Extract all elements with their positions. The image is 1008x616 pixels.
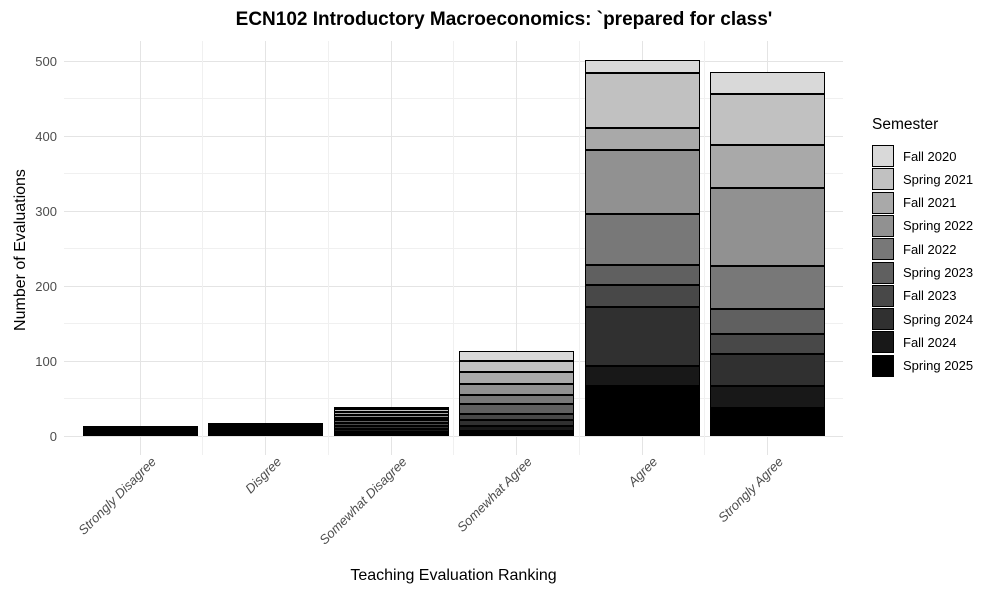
legend-label: Spring 2025 (903, 358, 974, 374)
x-axis-tick-label: Disgree (241, 454, 285, 497)
legend-key-spring-2021 (872, 168, 894, 191)
gridline-vertical-minor (578, 41, 580, 455)
legend-label: Fall 2024 (903, 334, 957, 350)
bar-segment-spring-2022 (710, 187, 825, 266)
legend-label: Spring 2023 (903, 265, 974, 280)
legend-key-fall-2022 (872, 238, 894, 261)
legend-label: Spring 2022 (903, 218, 974, 234)
bar-segment-spring-2021 (333, 409, 449, 412)
x-axis-tick-label: Agree (625, 454, 661, 490)
bar-segment-spring-2023 (710, 309, 825, 334)
legend-label: Fall 2022 (903, 241, 957, 257)
x-axis-tick-label: Somewhat Agree (454, 454, 536, 535)
legend-label: Fall 2023 (903, 288, 957, 304)
bar-segment-fall-2020 (208, 422, 323, 425)
bar-segment-spring-2021 (584, 73, 700, 128)
gridline-vertical-major (139, 41, 141, 455)
legend-key-fall-2024 (872, 331, 894, 354)
bar-segment-fall-2020 (710, 71, 825, 94)
gridline-vertical-major (516, 41, 517, 455)
x-axis-tick-label: Strongly Disagree (74, 454, 159, 538)
x-axis-tick-label: Strongly Agree (715, 454, 787, 526)
bar-segment-spring-2022 (584, 150, 700, 214)
legend-key-fall-2021 (872, 191, 894, 214)
legend-title: Semester (872, 116, 939, 133)
chart-title: ECN102 Introductory Macroeconomics: `pre… (235, 9, 773, 30)
y-axis-tick-label: 100 (35, 354, 57, 369)
y-axis-tick-label: 500 (35, 54, 57, 69)
bar-segment-spring-2024 (208, 430, 323, 432)
bar-segment-spring-2021 (459, 361, 574, 372)
bar-segment-spring-2025 (584, 385, 700, 436)
gridline-vertical-minor (453, 41, 455, 455)
bar-segment-spring-2024 (333, 425, 449, 429)
y-axis-tick-label: 0 (49, 429, 57, 444)
legend-key-fall-2020 (872, 145, 894, 167)
legend-label: Fall 2020 (903, 148, 957, 164)
y-axis-tick-label: 200 (35, 279, 57, 294)
bar-segment-fall-2022 (584, 214, 700, 265)
bar-segment-fall-2023 (584, 285, 700, 307)
bar-segment-spring-2023 (459, 403, 574, 415)
legend-key-fall-2023 (872, 284, 894, 307)
bar-segment-spring-2025 (710, 408, 825, 436)
bar-segment-fall-2022 (710, 265, 825, 310)
y-axis-title: Number of Evaluations (12, 169, 29, 331)
bar-segment-spring-2024 (459, 420, 574, 427)
gridline-vertical-minor (704, 41, 706, 455)
x-axis-tick-label: Somewhat Disagree (316, 454, 410, 548)
legend-key-spring-2024 (872, 308, 894, 331)
gridline-vertical-minor (327, 41, 329, 455)
gridline-vertical-major (390, 41, 392, 455)
bar-segment-fall-2024 (710, 385, 825, 409)
bar-segment-fall-2024 (584, 366, 700, 386)
bar-segment-fall-2024 (459, 426, 574, 431)
bar-segment-spring-2022 (208, 425, 323, 428)
bar-segment-spring-2023 (333, 420, 449, 424)
bar-segment-fall-2024 (333, 428, 449, 432)
bar-segment-fall-2020 (584, 60, 700, 73)
legend-label: Spring 2024 (903, 311, 974, 327)
legend-key-spring-2023 (872, 261, 894, 284)
bar-segment-fall-2022 (333, 418, 449, 421)
y-axis-tick-label: 300 (35, 204, 57, 219)
bar-segment-fall-2020 (459, 351, 574, 361)
bar-segment-spring-2021 (710, 94, 825, 145)
bar-segment-fall-2023 (208, 428, 323, 431)
bar-segment-spring-2025 (82, 433, 198, 436)
bar-segment-fall-2020 (82, 425, 198, 428)
bar-segment-fall-2024 (208, 431, 323, 434)
bar-segment-fall-2021 (584, 127, 700, 151)
gridline-vertical-minor (202, 41, 204, 455)
x-axis-title: Teaching Evaluation Ranking (350, 567, 557, 584)
bar-segment-fall-2020 (333, 406, 449, 409)
bar-segment-spring-2025 (208, 433, 323, 436)
bar-segment-spring-2022 (459, 383, 574, 395)
legend-key-spring-2025 (872, 354, 894, 377)
legend-label: Fall 2021 (903, 195, 957, 211)
legend-label: Spring 2021 (903, 171, 974, 187)
bar-segment-fall-2024 (82, 432, 198, 435)
bar-segment-fall-2023 (459, 414, 574, 421)
bar-segment-spring-2023 (584, 265, 700, 286)
bar-segment-spring-2025 (333, 431, 449, 436)
bar-segment-fall-2023 (710, 334, 825, 354)
y-axis-tick-label: 400 (35, 129, 57, 144)
bar-segment-fall-2023 (333, 423, 449, 426)
bar-segment-spring-2022 (333, 415, 449, 418)
bar-segment-fall-2021 (459, 371, 574, 384)
bar-segment-fall-2021 (333, 412, 449, 415)
bar-segment-fall-2022 (459, 394, 574, 404)
bar-segment-spring-2024 (584, 307, 700, 367)
bar-segment-spring-2024 (710, 353, 825, 386)
legend-key-spring-2022 (872, 214, 894, 237)
bar-segment-spring-2025 (459, 430, 574, 436)
bar-segment-fall-2021 (710, 145, 825, 188)
gridline-vertical-major (265, 41, 266, 455)
